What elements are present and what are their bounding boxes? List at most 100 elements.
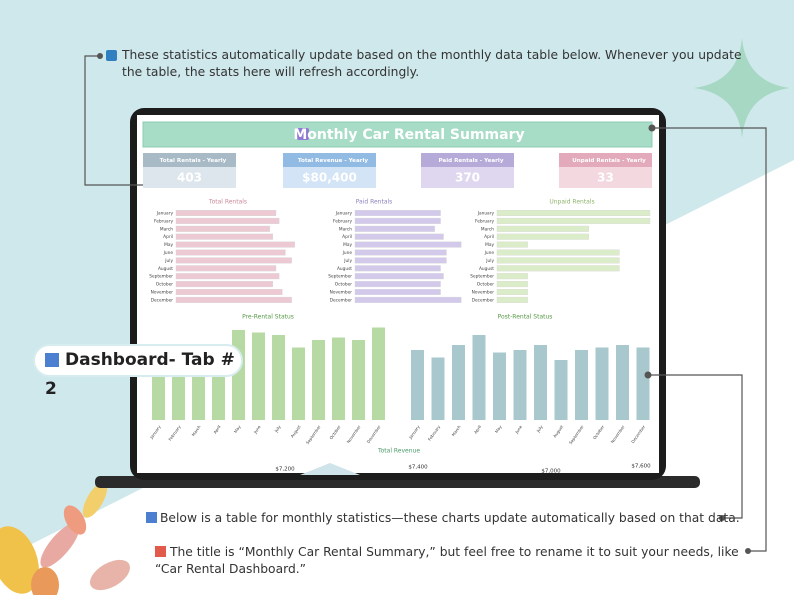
column <box>332 337 345 420</box>
middle-note: Below is a table for monthly statistics—… <box>160 511 740 525</box>
kpi-label: Total Revenue - Yearly <box>298 158 369 164</box>
badge-text: Dashboard- Tab # 2 <box>45 350 235 399</box>
bar <box>496 249 620 256</box>
leaves <box>0 482 130 595</box>
month-label: March <box>481 226 494 232</box>
chart-title: Total Rentals <box>208 199 247 206</box>
bar <box>496 209 651 216</box>
chart-title: Unpaid Rentals <box>549 199 594 206</box>
bar <box>354 233 444 240</box>
bar <box>175 296 292 303</box>
bar <box>354 249 447 256</box>
month-label: June <box>513 424 523 435</box>
kpi-label-band <box>283 153 376 167</box>
refresh-icon <box>106 50 117 61</box>
month-label: November <box>151 290 174 296</box>
month-label: January <box>477 211 495 217</box>
bar <box>354 257 447 264</box>
month-label: August <box>337 266 352 272</box>
month-label: February <box>333 218 352 224</box>
month-label: September <box>149 274 173 280</box>
bar <box>175 257 292 264</box>
bar <box>496 289 528 296</box>
month-label: June <box>484 250 495 256</box>
bar <box>496 273 528 280</box>
month-label: July <box>535 424 544 434</box>
kpi-label: Unpaid Rentals - Yearly <box>572 158 646 164</box>
kpi-label-band <box>421 153 514 167</box>
month-label: April <box>212 424 221 434</box>
column <box>292 347 305 420</box>
month-label: August <box>158 266 173 272</box>
bottom-note: The title is “Monthly Car Rental Summary… <box>155 545 739 576</box>
month-label: August <box>479 266 494 272</box>
bar <box>496 217 651 224</box>
column <box>372 327 385 420</box>
bar <box>354 281 441 288</box>
bar <box>354 273 444 280</box>
month-label: March <box>160 226 173 232</box>
kpi-value-band <box>143 167 236 188</box>
month-label: April <box>163 234 173 240</box>
kpi-label-band <box>143 153 236 167</box>
bar <box>175 265 277 272</box>
bar <box>496 296 528 303</box>
revenue-label: $7,600 <box>631 464 651 470</box>
charts: Total RentalsJanuaryFebruaryMarchAprilMa… <box>148 199 651 445</box>
column <box>452 345 465 420</box>
month-label: December <box>330 297 353 303</box>
month-label: May <box>164 242 173 248</box>
kpi-value: 403 <box>177 171 202 185</box>
chart-title: Post-Rental Status <box>498 314 553 321</box>
month-label: July <box>164 258 173 264</box>
kpi-value: 370 <box>455 171 480 185</box>
bar <box>496 233 590 240</box>
kpi-value: $80,400 <box>302 171 357 185</box>
bar <box>354 265 441 272</box>
top-note: These statistics automatically update ba… <box>122 48 742 79</box>
bar <box>354 209 441 216</box>
kpi-value-band <box>283 167 376 188</box>
kpi-value: 33 <box>597 171 614 185</box>
month-label: April <box>473 424 482 434</box>
column <box>575 350 588 420</box>
month-label: January <box>156 211 174 217</box>
bar <box>175 289 283 296</box>
bar <box>354 241 462 248</box>
bar <box>175 233 274 240</box>
month-label: February <box>154 218 173 224</box>
month-label: March <box>339 226 352 232</box>
month-label: September <box>470 274 494 280</box>
column <box>352 340 365 420</box>
column <box>493 352 506 420</box>
month-label: May <box>485 242 494 248</box>
revenue-area <box>300 463 360 475</box>
revenue-label: $7,000 <box>541 469 561 475</box>
kpi-value-band <box>421 167 514 188</box>
column <box>636 347 650 420</box>
month-label: December <box>472 297 495 303</box>
month-label: November <box>330 290 353 296</box>
month-label: April <box>342 234 352 240</box>
bar <box>354 217 441 224</box>
column <box>595 347 609 420</box>
column <box>472 335 486 420</box>
revenue-label: $7,200 <box>275 467 295 473</box>
bar <box>175 249 286 256</box>
column <box>272 335 285 420</box>
month-label: June <box>163 250 174 256</box>
bar <box>175 273 280 280</box>
dashboard-title: Monthly Car Rental Summary <box>293 127 524 143</box>
chart-title: Paid Rentals <box>356 199 393 206</box>
column <box>431 357 445 420</box>
column <box>616 345 629 420</box>
kpi-label: Total Rentals - Yearly <box>160 158 227 164</box>
month-label: June <box>252 424 262 435</box>
bar <box>496 225 590 232</box>
month-label: October <box>156 282 173 288</box>
bar <box>496 265 620 272</box>
bar <box>354 225 435 232</box>
connector-lines <box>84 55 767 552</box>
